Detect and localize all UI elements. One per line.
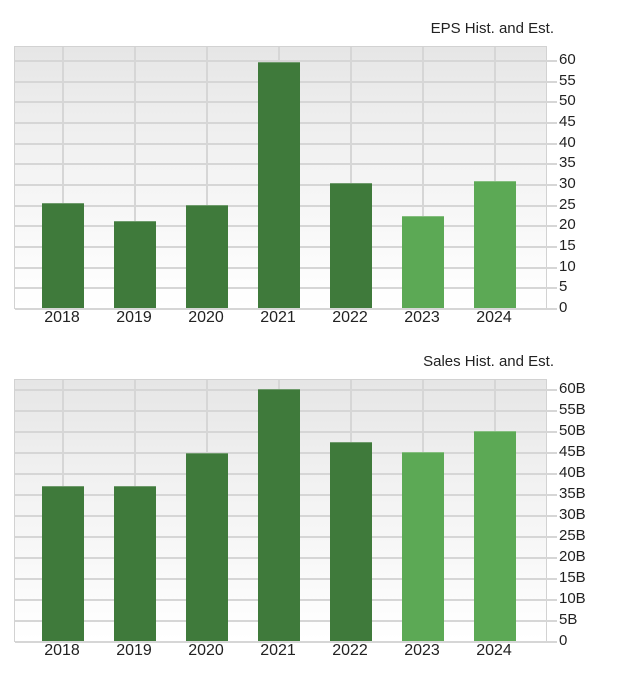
eps-plot-area bbox=[14, 46, 557, 310]
x-tick-label: 2022 bbox=[332, 309, 368, 326]
y-tick-label: 55B bbox=[559, 401, 586, 418]
x-tick-label: 2022 bbox=[332, 642, 368, 659]
sales-bar-2021[interactable] bbox=[258, 389, 300, 641]
eps-bar-2020[interactable] bbox=[186, 205, 228, 308]
gridline-vertical bbox=[62, 47, 64, 308]
y-tick-label: 30B bbox=[559, 506, 586, 523]
sales-bar-2023[interactable] bbox=[402, 451, 444, 641]
gridline-vertical bbox=[350, 47, 352, 308]
y-tick-label: 40 bbox=[559, 133, 576, 151]
sales-bar-2022[interactable] bbox=[330, 441, 372, 641]
y-tick-label: 20 bbox=[559, 216, 576, 234]
y-tick-label: 60 bbox=[559, 51, 576, 68]
y-tick-label: 5 bbox=[559, 278, 568, 296]
sales-bar-2019[interactable] bbox=[114, 485, 156, 641]
x-tick-label: 2018 bbox=[44, 309, 80, 326]
y-tick-label: 40B bbox=[559, 464, 586, 481]
y-tick-label: 10 bbox=[559, 257, 576, 275]
y-tick-label: 50 bbox=[559, 92, 576, 110]
sales-bar-2018[interactable] bbox=[42, 485, 84, 641]
x-tick-label: 2021 bbox=[260, 309, 296, 326]
gridline-horizontal bbox=[15, 308, 557, 310]
eps-bar-2022[interactable] bbox=[330, 182, 372, 308]
eps-bar-2023[interactable] bbox=[402, 215, 444, 308]
x-tick-label: 2019 bbox=[116, 642, 152, 659]
x-tick-label: 2024 bbox=[476, 642, 512, 659]
eps-bar-2021[interactable] bbox=[258, 61, 300, 308]
y-tick-label: 0 bbox=[559, 299, 568, 316]
sales-plot-area bbox=[14, 379, 557, 643]
x-tick-label: 2020 bbox=[188, 642, 224, 659]
gridline-horizontal bbox=[15, 60, 557, 62]
x-tick-label: 2018 bbox=[44, 642, 80, 659]
y-tick-label: 15B bbox=[559, 569, 586, 586]
y-tick-label: 0 bbox=[559, 632, 568, 649]
y-tick-label: 55 bbox=[559, 71, 576, 89]
y-tick-label: 15 bbox=[559, 237, 576, 254]
y-tick-label: 45 bbox=[559, 113, 576, 130]
x-tick-label: 2021 bbox=[260, 642, 296, 659]
y-tick-label: 10B bbox=[559, 590, 586, 607]
eps-chart-title: EPS Hist. and Est. bbox=[430, 20, 554, 37]
gridline-horizontal bbox=[15, 641, 557, 643]
eps-bar-2024[interactable] bbox=[474, 180, 516, 308]
y-tick-label: 35B bbox=[559, 485, 586, 502]
y-tick-label: 30 bbox=[559, 175, 576, 192]
sales-bar-2020[interactable] bbox=[186, 453, 228, 641]
y-tick-label: 35 bbox=[559, 154, 576, 172]
y-tick-label: 25 bbox=[559, 195, 576, 213]
eps-bar-2018[interactable] bbox=[42, 203, 84, 308]
eps-bar-2019[interactable] bbox=[114, 220, 156, 308]
y-tick-label: 20B bbox=[559, 548, 586, 565]
gridline-vertical bbox=[422, 47, 424, 308]
x-tick-label: 2020 bbox=[188, 309, 224, 326]
gridline-vertical bbox=[206, 47, 208, 308]
y-tick-label: 45B bbox=[559, 443, 586, 460]
x-tick-label: 2023 bbox=[404, 642, 440, 659]
sales-chart-title: Sales Hist. and Est. bbox=[423, 353, 554, 370]
y-tick-label: 25B bbox=[559, 527, 586, 544]
gridline-vertical bbox=[134, 47, 136, 308]
y-tick-label: 50B bbox=[559, 422, 586, 439]
gridline-vertical bbox=[494, 47, 496, 308]
x-tick-label: 2023 bbox=[404, 309, 440, 326]
x-tick-label: 2024 bbox=[476, 309, 512, 326]
x-tick-label: 2019 bbox=[116, 309, 152, 326]
eps-chart: EPS Hist. and Est. 0 5 10 15 20 25 30 35 40 45 50 5… bbox=[14, 20, 576, 326]
sales-bar-2024[interactable] bbox=[474, 431, 516, 641]
y-tick-label: 60B bbox=[559, 380, 586, 397]
y-tick-label: 5B bbox=[559, 611, 578, 628]
